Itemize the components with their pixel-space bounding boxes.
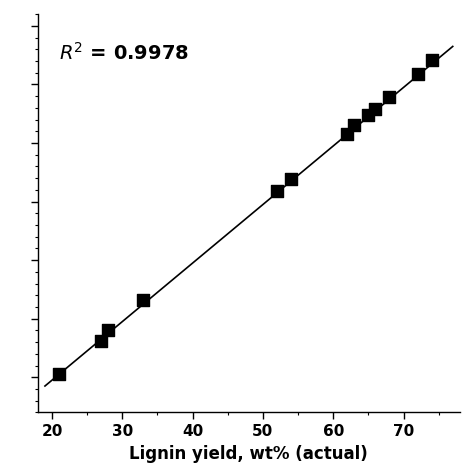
Point [386,93,393,101]
Point [55,371,63,378]
Point [97,337,105,345]
Text: $R^2$ = 0.9978: $R^2$ = 0.9978 [59,42,189,64]
X-axis label: Lignin yield, wt% (actual): Lignin yield, wt% (actual) [129,445,368,463]
Point [372,105,379,113]
Point [344,130,351,138]
Point [104,327,112,334]
Point [287,175,295,183]
Point [273,187,281,195]
Point [139,296,147,304]
Point [414,70,421,78]
Point [365,111,372,118]
Point [428,56,436,64]
Point [350,122,358,129]
